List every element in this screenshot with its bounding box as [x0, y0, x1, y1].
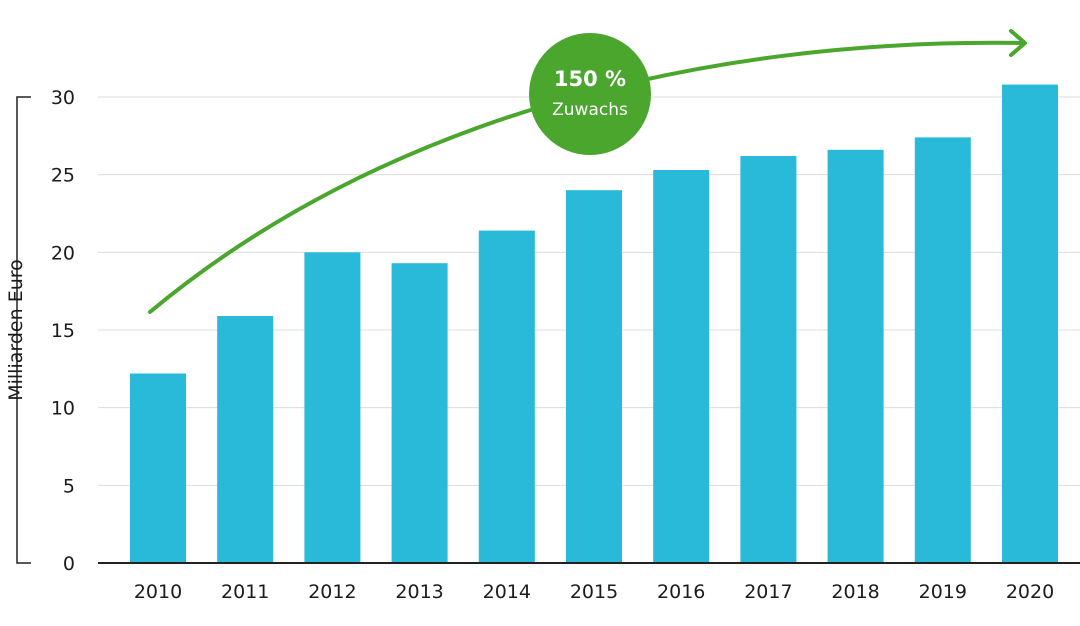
y-tick-label: 20 [51, 242, 75, 264]
bar-2018 [827, 149, 884, 563]
y-axis-bracket [16, 96, 31, 564]
x-tick-label: 2020 [1006, 581, 1054, 603]
bar-2013 [391, 263, 448, 563]
y-tick-labels: 0 5 10 15 20 25 30 [51, 87, 75, 575]
x-tick-label: 2015 [570, 581, 618, 603]
growth-badge-value: 150 % [554, 67, 626, 91]
y-tick-label: 0 [63, 553, 75, 575]
x-tick-label: 2019 [919, 581, 967, 603]
bar-2019 [914, 137, 971, 564]
x-tick-labels: 2010 2011 2012 2013 2014 2015 2016 2017 2018 2019… [134, 581, 1054, 603]
x-tick-label: 2017 [744, 581, 792, 603]
x-tick-label: 2018 [831, 581, 879, 603]
bars [130, 84, 1058, 564]
arrow-head-icon [1009, 29, 1027, 57]
bar-2015 [566, 190, 622, 563]
y-tick-label: 5 [63, 475, 75, 497]
y-tick-label: 10 [51, 398, 75, 420]
x-tick-label: 2012 [308, 581, 356, 603]
growth-badge: 150 % Zuwachs [529, 33, 651, 155]
bar-2012 [304, 252, 361, 564]
y-tick-label: 30 [51, 87, 75, 109]
growth-badge-label: Zuwachs [552, 100, 628, 120]
x-tick-label: 2016 [657, 581, 705, 603]
bar-2014 [478, 230, 535, 563]
x-tick-label: 2013 [395, 581, 443, 603]
growth-badge-circle [529, 33, 651, 155]
x-tick-label: 2011 [221, 581, 269, 603]
bar-2017 [740, 156, 797, 563]
bar-2020 [1002, 84, 1058, 563]
bar-2010 [130, 373, 186, 563]
bar-2016 [653, 170, 710, 564]
x-tick-label: 2014 [483, 581, 531, 603]
y-tick-label: 25 [51, 165, 75, 187]
y-axis-title: Milliarden Euro [5, 259, 27, 401]
x-tick-label: 2010 [134, 581, 182, 603]
y-tick-label: 15 [51, 320, 75, 342]
bar-2011 [217, 316, 274, 563]
